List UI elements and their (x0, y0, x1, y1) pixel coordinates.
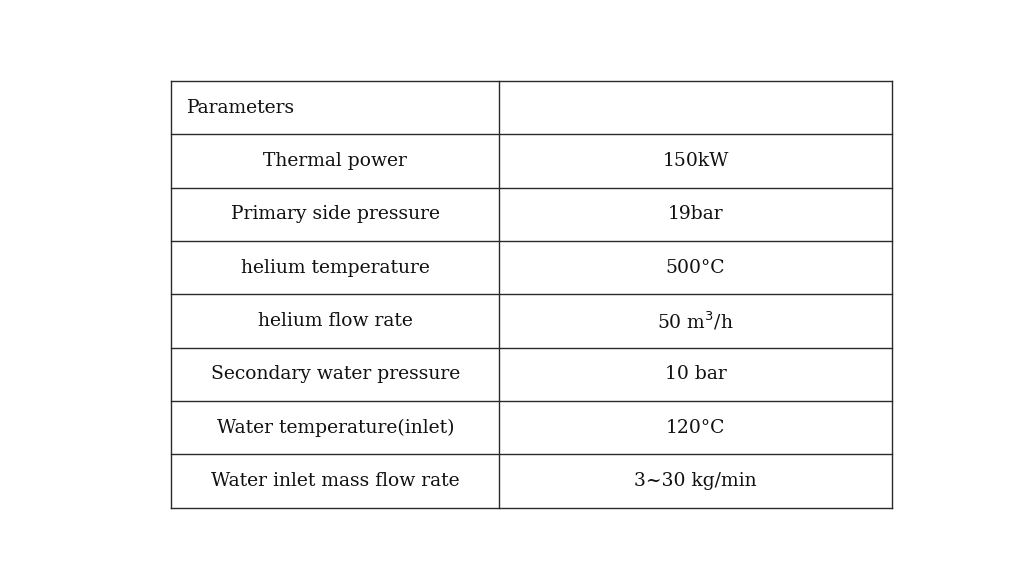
Text: Water inlet mass flow rate: Water inlet mass flow rate (211, 472, 460, 490)
Text: 50 m$^3$/h: 50 m$^3$/h (657, 310, 734, 332)
Text: 19bar: 19bar (667, 205, 724, 223)
Text: helium temperature: helium temperature (241, 259, 429, 277)
Text: helium flow rate: helium flow rate (258, 312, 413, 330)
Text: Parameters: Parameters (187, 99, 295, 117)
Text: Water temperature(inlet): Water temperature(inlet) (217, 419, 454, 437)
Text: Primary side pressure: Primary side pressure (231, 205, 439, 223)
Text: 120°C: 120°C (666, 419, 726, 437)
Text: 500°C: 500°C (666, 259, 726, 277)
Text: 3~30 kg/min: 3~30 kg/min (635, 472, 757, 490)
Text: 10 bar: 10 bar (664, 366, 727, 384)
Text: Secondary water pressure: Secondary water pressure (211, 366, 460, 384)
Text: Thermal power: Thermal power (264, 152, 407, 170)
Text: 150kW: 150kW (662, 152, 729, 170)
